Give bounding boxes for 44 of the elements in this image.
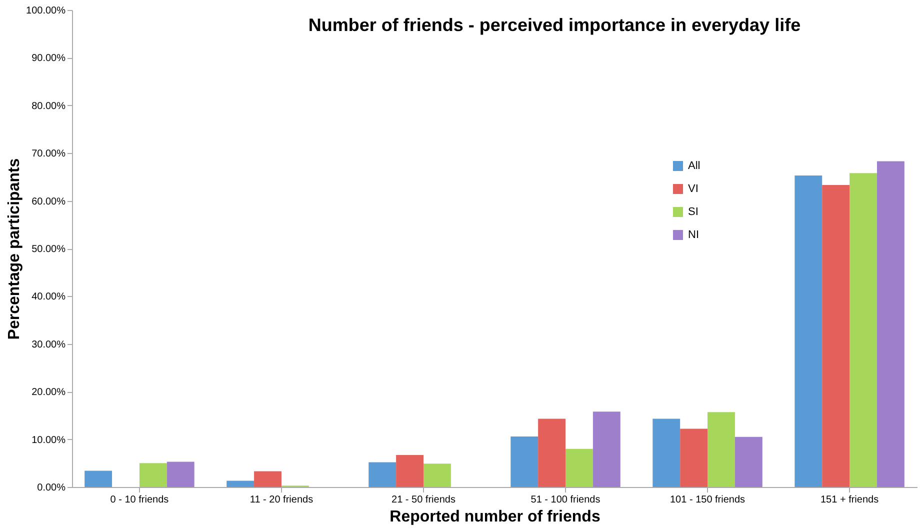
bar — [652, 418, 680, 487]
y-tick-label: 90.00% — [32, 53, 66, 64]
bar — [139, 463, 167, 487]
y-tick-label: 60.00% — [32, 196, 66, 208]
y-tick-label: 40.00% — [32, 292, 66, 303]
bar — [368, 462, 396, 487]
bar — [734, 436, 762, 487]
legend-label: NI — [688, 229, 699, 241]
bar — [423, 464, 451, 487]
bar — [566, 448, 593, 487]
y-tick-label: 30.00% — [32, 339, 66, 350]
bar — [538, 418, 566, 487]
bar — [876, 161, 904, 487]
y-tick-label: 0.00% — [37, 482, 66, 494]
bar — [680, 428, 708, 487]
legend-label: All — [688, 160, 700, 172]
legend-label: SI — [688, 206, 698, 218]
y-tick-label: 80.00% — [32, 100, 66, 112]
bar — [708, 412, 735, 487]
x-tick-label: 11 - 20 friends — [250, 494, 314, 506]
x-tick-label: 21 - 50 friends — [392, 494, 456, 506]
x-tick-label: 101 - 150 friends — [670, 494, 746, 506]
x-tick-label: 151 + friends — [820, 494, 879, 506]
bar — [592, 412, 620, 487]
y-tick-label: 10.00% — [32, 434, 66, 446]
legend-label: VI — [688, 183, 698, 195]
bar — [510, 436, 538, 487]
bar — [822, 185, 850, 487]
bar — [794, 176, 822, 487]
y-axis-title: Percentage participants — [6, 158, 24, 340]
y-tick-label: 20.00% — [32, 387, 66, 398]
bar — [84, 470, 112, 487]
bar — [166, 462, 194, 487]
x-axis-title: Reported number of friends — [390, 508, 600, 526]
bar — [226, 480, 254, 487]
y-tick-label: 100.00% — [26, 6, 66, 16]
bar — [396, 455, 424, 487]
chart-title: Number of friends - perceived importance in everyday life — [308, 15, 801, 35]
y-tick-label: 70.00% — [32, 148, 66, 160]
y-tick-label: 50.00% — [32, 244, 66, 255]
x-tick-label: 0 - 10 friends — [110, 494, 169, 506]
bar — [850, 173, 877, 487]
x-tick-label: 51 - 100 friends — [530, 494, 600, 506]
bar — [254, 471, 282, 487]
